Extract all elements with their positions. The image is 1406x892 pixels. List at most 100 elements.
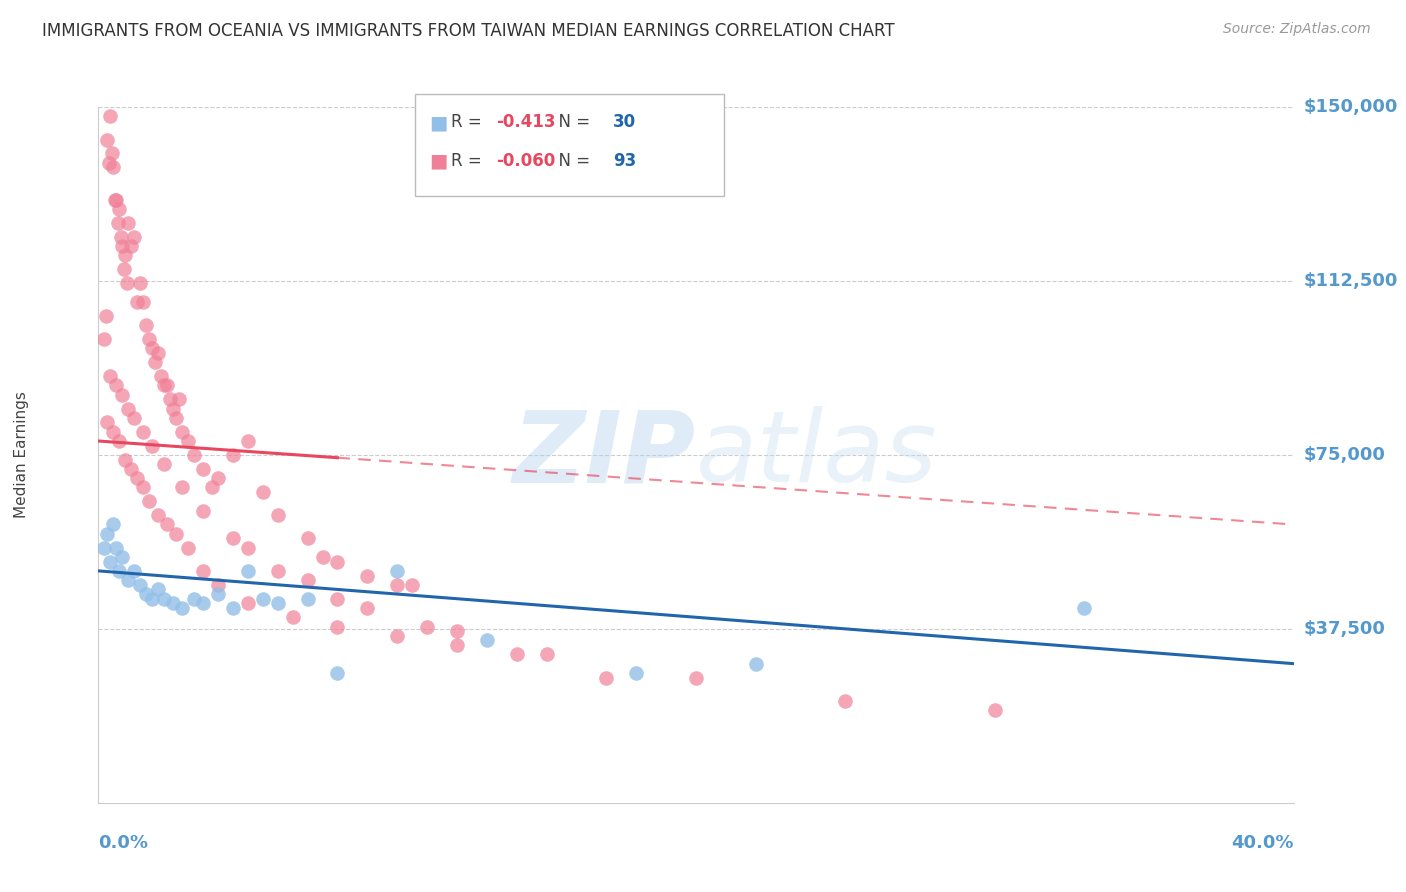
Point: [385, 564, 409, 578]
Point: [103, 161, 125, 175]
Point: [685, 671, 707, 685]
Point: [416, 619, 439, 633]
Point: [97, 155, 120, 169]
Point: [159, 392, 181, 407]
Point: [138, 332, 160, 346]
Point: [385, 629, 409, 643]
Point: [114, 248, 136, 262]
Point: [207, 578, 229, 592]
Point: [94, 309, 117, 323]
Point: [326, 665, 349, 680]
Text: N =: N =: [548, 152, 596, 169]
Point: [132, 425, 155, 439]
Point: [191, 596, 214, 610]
Point: [446, 638, 468, 652]
Point: [326, 619, 349, 633]
Point: [281, 610, 304, 624]
Point: [167, 392, 190, 407]
Point: [326, 591, 349, 606]
Point: [129, 578, 152, 592]
Point: [165, 410, 187, 425]
Text: 0.0%: 0.0%: [98, 834, 149, 852]
Text: ZIP: ZIP: [513, 407, 696, 503]
Point: [595, 671, 617, 685]
Point: [297, 573, 319, 587]
Point: [983, 703, 1005, 717]
Text: 40.0%: 40.0%: [1232, 834, 1294, 852]
Text: -0.413: -0.413: [496, 113, 555, 131]
Point: [150, 369, 173, 384]
Point: [177, 541, 200, 555]
Text: $75,000: $75,000: [1303, 446, 1385, 464]
Text: Source: ZipAtlas.com: Source: ZipAtlas.com: [1223, 22, 1371, 37]
Point: [401, 578, 423, 592]
Point: [236, 596, 259, 610]
Point: [207, 587, 229, 601]
Point: [105, 378, 128, 392]
Point: [252, 591, 274, 606]
Point: [108, 434, 131, 448]
Point: [96, 416, 118, 430]
Point: [183, 591, 205, 606]
Point: [143, 355, 166, 369]
Point: [156, 517, 179, 532]
Point: [148, 346, 170, 360]
Point: [153, 378, 176, 392]
Point: [172, 480, 194, 494]
Point: [236, 541, 259, 555]
Point: [446, 624, 468, 639]
Point: [191, 564, 214, 578]
Point: [108, 564, 131, 578]
Point: [129, 277, 152, 291]
Point: [124, 564, 146, 578]
Point: [148, 508, 170, 523]
Point: [297, 591, 319, 606]
Point: [297, 532, 319, 546]
Point: [98, 555, 122, 569]
Text: ■: ■: [429, 152, 447, 170]
Point: [207, 471, 229, 485]
Point: [201, 480, 224, 494]
Point: [138, 494, 160, 508]
Point: [183, 448, 205, 462]
Point: [111, 387, 134, 401]
Point: [112, 262, 135, 277]
Point: [191, 503, 214, 517]
Point: [93, 332, 115, 346]
Point: [98, 109, 122, 123]
Text: $112,500: $112,500: [1303, 272, 1398, 290]
Point: [127, 471, 149, 485]
Point: [267, 596, 290, 610]
Point: [111, 549, 134, 564]
Point: [165, 526, 187, 541]
Point: [506, 648, 529, 662]
Point: [96, 132, 118, 146]
Point: [1073, 601, 1095, 615]
Point: [117, 573, 139, 587]
Point: [356, 568, 378, 582]
Text: $150,000: $150,000: [1303, 98, 1398, 116]
Point: [114, 452, 136, 467]
Point: [108, 202, 131, 216]
Point: [124, 230, 146, 244]
Point: [252, 485, 274, 500]
Point: [222, 532, 245, 546]
Point: [105, 541, 128, 555]
Text: R =: R =: [451, 152, 488, 169]
Point: [107, 216, 129, 230]
Point: [191, 462, 214, 476]
Point: [311, 549, 333, 564]
Point: [141, 591, 163, 606]
Point: [267, 564, 290, 578]
Point: [117, 216, 139, 230]
Point: [135, 318, 157, 332]
Text: 93: 93: [613, 152, 637, 169]
Point: [172, 601, 194, 615]
Point: [135, 587, 157, 601]
Point: [153, 457, 176, 471]
Point: [162, 401, 184, 416]
Point: [141, 439, 163, 453]
Point: [141, 341, 163, 355]
Point: [98, 369, 122, 384]
Point: [103, 425, 125, 439]
